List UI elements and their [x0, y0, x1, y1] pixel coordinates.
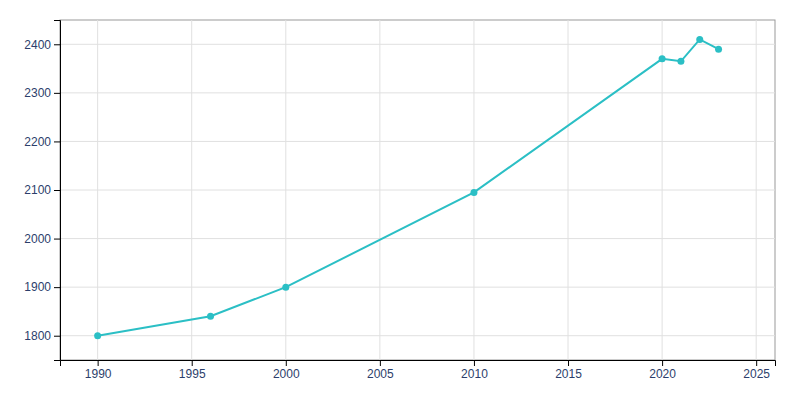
grid-line	[60, 190, 775, 191]
tick-label: 1900	[24, 280, 51, 294]
point	[94, 332, 101, 339]
point	[659, 55, 666, 62]
tick-label: 2300	[24, 86, 51, 100]
tick-label: 1990	[85, 367, 112, 381]
tick: 2010	[461, 360, 488, 381]
tick: 1995	[179, 360, 206, 381]
tick-mark	[54, 44, 60, 45]
tick-mark	[54, 287, 60, 288]
chart: 1990 1995 2000 2005 2010 2015 2020 2025 1800 1900…	[0, 0, 800, 400]
grid	[60, 20, 775, 360]
point	[207, 313, 214, 320]
tick: 1800	[24, 329, 60, 343]
tick: 2200	[24, 135, 60, 149]
plot: 1990 1995 2000 2005 2010 2015 2020 2025 1800 1900…	[24, 20, 775, 381]
tick-label: 2005	[367, 367, 394, 381]
grid-line	[60, 141, 775, 142]
tick-label: 2000	[24, 232, 51, 246]
grid-line	[60, 287, 775, 288]
tick-label: 1800	[24, 329, 51, 343]
tick-mark	[286, 360, 287, 366]
tick: 2025	[743, 360, 770, 381]
axis-line	[54, 21, 61, 361]
tick-label: 2015	[555, 367, 582, 381]
tick-label: 2400	[24, 38, 51, 52]
tick-mark	[54, 336, 60, 337]
tick-mark	[568, 360, 569, 366]
tick-mark	[54, 239, 60, 240]
tick: 1990	[85, 360, 112, 381]
line	[98, 39, 719, 335]
tick-mark	[756, 360, 757, 366]
tick-label: 2010	[461, 367, 488, 381]
tick-label: 2025	[743, 367, 770, 381]
tick-mark	[662, 360, 663, 366]
tick-label: 2000	[273, 367, 300, 381]
tick: 1900	[24, 280, 60, 294]
tick-mark	[192, 360, 193, 366]
tick-mark	[474, 360, 475, 366]
axis-line	[61, 361, 776, 367]
point	[470, 189, 477, 196]
point	[696, 36, 703, 43]
grid-line	[60, 92, 775, 93]
tick-label: 1995	[179, 367, 206, 381]
tick-mark	[98, 360, 99, 366]
tick: 2300	[24, 86, 60, 100]
tick: 2000	[24, 232, 60, 246]
point	[715, 46, 722, 53]
grid-line	[60, 44, 775, 45]
grid-line	[60, 335, 775, 336]
tick-mark	[380, 360, 381, 366]
y-axis: 1800 1900 2000 2100 2200 2300 2400	[24, 21, 60, 361]
tick: 2020	[649, 360, 676, 381]
tick-label: 2020	[649, 367, 676, 381]
tick: 2005	[367, 360, 394, 381]
point	[677, 58, 684, 65]
tick-mark	[54, 93, 60, 94]
plot-frame	[60, 20, 775, 360]
tick: 2400	[24, 38, 60, 52]
point	[282, 284, 289, 291]
tick: 2100	[24, 183, 60, 197]
grid-line	[60, 238, 775, 239]
tick: 2015	[555, 360, 582, 381]
tick-label: 2200	[24, 135, 51, 149]
tick: 2000	[273, 360, 300, 381]
x-axis: 1990 1995 2000 2005 2010 2015 2020 2025	[61, 360, 776, 381]
series	[94, 36, 722, 339]
tick-mark	[54, 190, 60, 191]
tick-mark	[54, 141, 60, 142]
tick-label: 2100	[24, 183, 51, 197]
